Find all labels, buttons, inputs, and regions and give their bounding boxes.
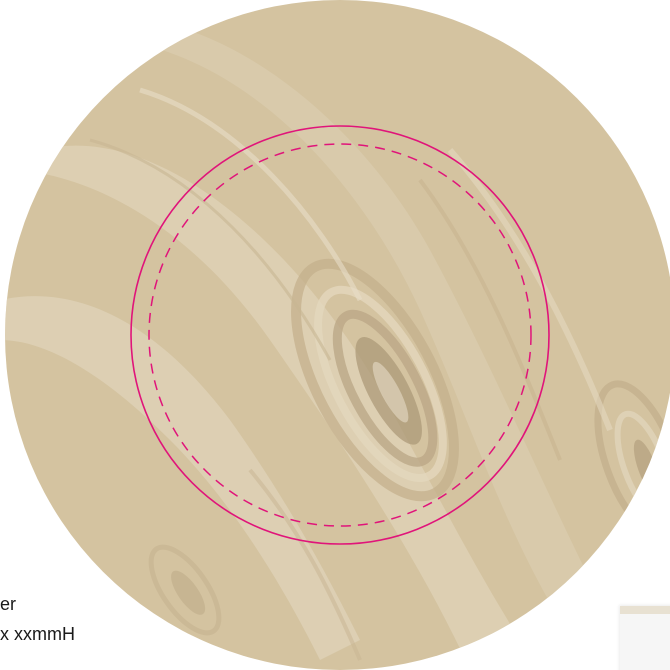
label-text-line-2: x xxmmH bbox=[0, 624, 75, 644]
safe-area-line bbox=[148, 143, 532, 527]
cut-line bbox=[130, 125, 550, 545]
corner-card bbox=[620, 606, 670, 670]
label-text-line-1: er bbox=[0, 594, 17, 614]
